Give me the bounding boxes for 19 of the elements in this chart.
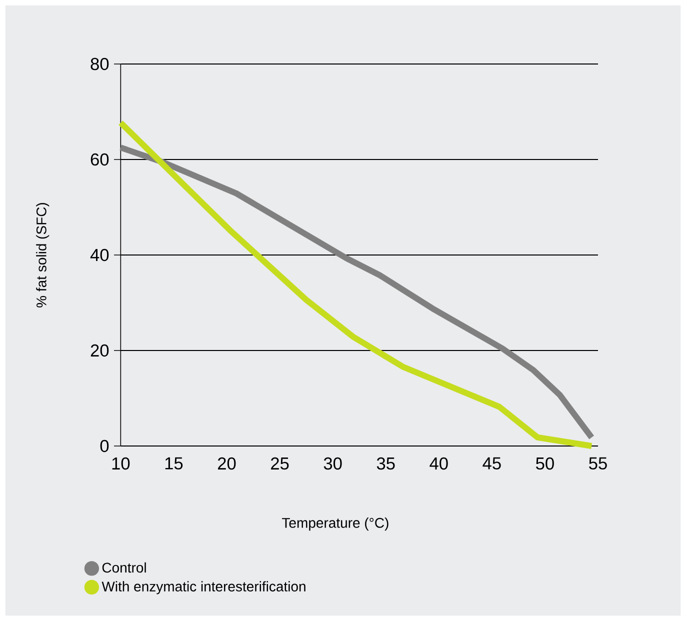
x-tick-label: 15 [165, 457, 183, 470]
x-tick-label: 40 [430, 457, 448, 470]
x-tick-label: 55 [589, 457, 607, 470]
x-tick-label: 20 [218, 457, 236, 470]
x-axis-title: Temperature (°C) [282, 518, 388, 531]
y-tick-label: 0 [100, 440, 109, 452]
y-tick-label: 40 [90, 248, 109, 262]
x-tick-label: 10 [112, 457, 130, 470]
legend-label: Control [102, 562, 146, 573]
x-tick-label: 50 [536, 457, 554, 470]
x-tick-label: 45 [482, 457, 501, 470]
legend-label: With enzymatic interesterification [102, 581, 306, 594]
x-tick-label: 25 [271, 457, 289, 470]
y-tick-label: 20 [90, 344, 109, 357]
y-axis-title: % fat solid (SFC) [36, 202, 50, 308]
x-tick-label: 35 [376, 457, 395, 470]
y-tick-label: 60 [90, 153, 109, 166]
x-tick-label: 30 [324, 457, 342, 470]
y-tick-label: 80 [90, 58, 109, 70]
